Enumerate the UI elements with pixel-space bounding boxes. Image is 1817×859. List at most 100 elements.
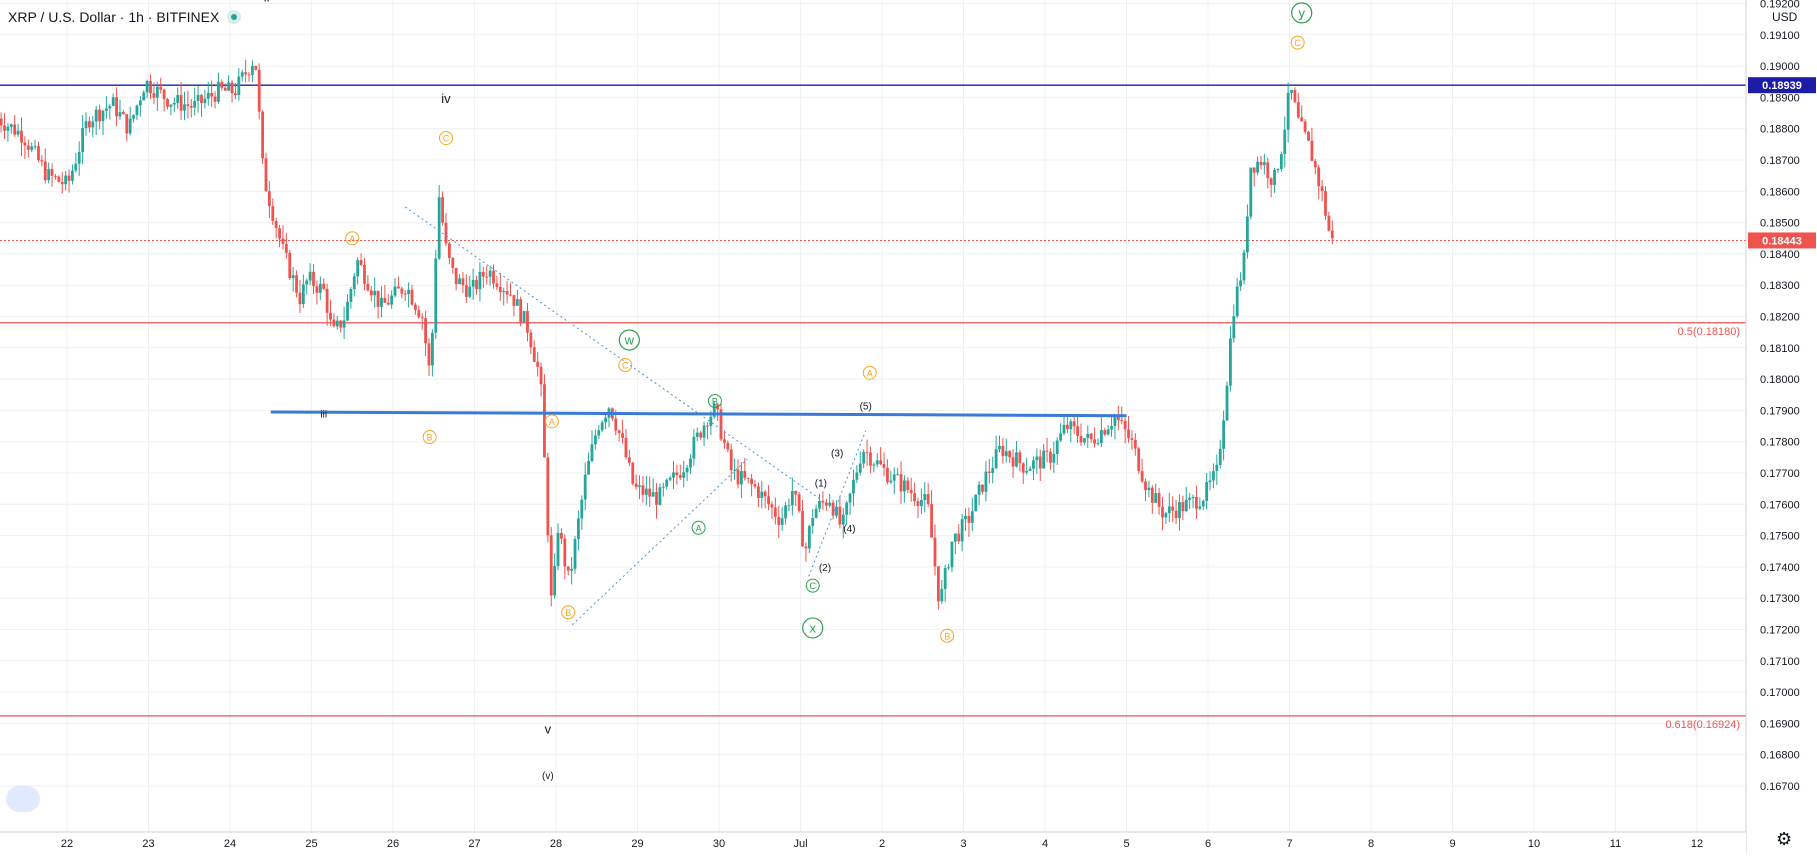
candle-body: [488, 270, 492, 277]
price-tick-label: 0.19000: [1760, 61, 1800, 73]
candle-body: [1259, 161, 1263, 166]
candle-body: [1028, 468, 1032, 472]
time-tick-label: 5: [1123, 838, 1129, 850]
candle-body: [196, 94, 200, 101]
candle-body: [909, 489, 913, 494]
candle-body: [1208, 480, 1212, 483]
candle-body: [1133, 439, 1137, 449]
candle-body: [838, 506, 842, 525]
wave-label: v: [545, 722, 552, 737]
candle-body: [597, 430, 601, 436]
candle-body: [950, 541, 954, 568]
candle-body: [71, 170, 74, 181]
candle-body: [536, 361, 540, 367]
candle-body: [706, 425, 709, 427]
support-trendline: [270, 410, 1127, 418]
candle-body: [176, 94, 180, 103]
candle-body: [400, 288, 404, 294]
candle-body: [1303, 121, 1307, 132]
tradingview-logo-icon[interactable]: [6, 786, 40, 812]
candle-body: [1266, 162, 1270, 179]
candle-body: [743, 471, 747, 478]
candle-body: [91, 121, 95, 128]
candle-body: [495, 283, 499, 287]
candle-body: [1235, 286, 1239, 317]
candle-body: [1290, 90, 1293, 93]
candle-body: [1164, 513, 1168, 518]
wave-label: B: [565, 608, 571, 618]
price-axis[interactable]: 0.16700 0.16800 0.16900 0.17000 0.17100 0.172…: [1745, 0, 1817, 854]
candle-body: [410, 289, 414, 305]
candle-body: [481, 271, 485, 277]
candle-body: [784, 505, 787, 519]
wave-label: C: [809, 581, 816, 591]
candle-body: [54, 175, 57, 177]
candle-body: [325, 288, 329, 313]
candle-body: [913, 493, 916, 502]
candle-body: [556, 533, 560, 566]
wave-label: (3): [831, 449, 843, 460]
candle-body: [644, 488, 648, 495]
candle-body: [1113, 416, 1117, 427]
candle-body: [903, 480, 906, 492]
time-tick-label: Jul: [793, 838, 807, 850]
candle-body: [332, 319, 336, 327]
candle-body: [964, 515, 967, 520]
candle-body: [886, 467, 889, 483]
price-tick-label: 0.17200: [1760, 625, 1800, 637]
time-axis[interactable]: 22 23 24 25 26 27 28 29 30 Jul 2 3 4 5 6 7 8 9 10 11 12: [0, 831, 1746, 854]
candle-body: [121, 112, 125, 115]
candle-body: [342, 320, 346, 328]
candle-body: [251, 65, 254, 75]
candle-body: [780, 518, 784, 525]
candle-body: [1059, 433, 1063, 441]
price-tick-label: 0.18100: [1760, 343, 1800, 355]
candle-body: [1171, 506, 1175, 511]
candle-body: [590, 444, 594, 461]
candle-body: [30, 146, 34, 150]
candle-body: [974, 494, 978, 512]
candle-body: [943, 567, 947, 589]
candle-body: [1103, 430, 1107, 435]
candle-body: [264, 158, 268, 192]
wave-label-circle: [618, 329, 640, 351]
candle-body: [746, 477, 750, 479]
candle-body: [1279, 154, 1283, 170]
drawings: [270, 206, 1127, 626]
candle-body: [145, 80, 149, 93]
candle-body: [1313, 161, 1317, 168]
candle-body: [240, 72, 244, 77]
candle-body: [600, 422, 604, 431]
candle-body: [315, 286, 319, 293]
candle-body: [278, 228, 281, 239]
candle-body: [970, 511, 974, 523]
candle-body: [88, 121, 91, 128]
candle-body: [1300, 117, 1304, 122]
candle-body: [454, 267, 458, 285]
candle-body: [509, 294, 512, 296]
candle-body: [658, 487, 662, 505]
candle-body: [16, 130, 20, 135]
candle-body: [352, 276, 356, 290]
candle-body: [291, 275, 295, 279]
candle-body: [64, 175, 68, 185]
candle-body: [519, 299, 523, 323]
time-tick-label: 23: [142, 838, 154, 850]
wave-label: B: [944, 631, 950, 641]
currency-label[interactable]: USD: [1772, 10, 1798, 24]
candle-body: [1157, 493, 1161, 507]
candle-body: [1174, 510, 1178, 519]
price-tick-label: 0.19200: [1760, 0, 1800, 11]
candle-body: [675, 472, 679, 476]
candle-body: [529, 332, 533, 348]
price-tick-label: 0.17500: [1760, 531, 1800, 543]
time-tick-label: 11: [1610, 838, 1621, 850]
settings-gear-icon[interactable]: ⚙: [1776, 829, 1793, 849]
candle-body: [254, 65, 258, 70]
candle-body: [682, 472, 686, 478]
candle-body: [475, 279, 478, 290]
wave-label-circle: [707, 394, 722, 409]
candle-body: [60, 181, 64, 185]
candle-body: [386, 302, 390, 305]
